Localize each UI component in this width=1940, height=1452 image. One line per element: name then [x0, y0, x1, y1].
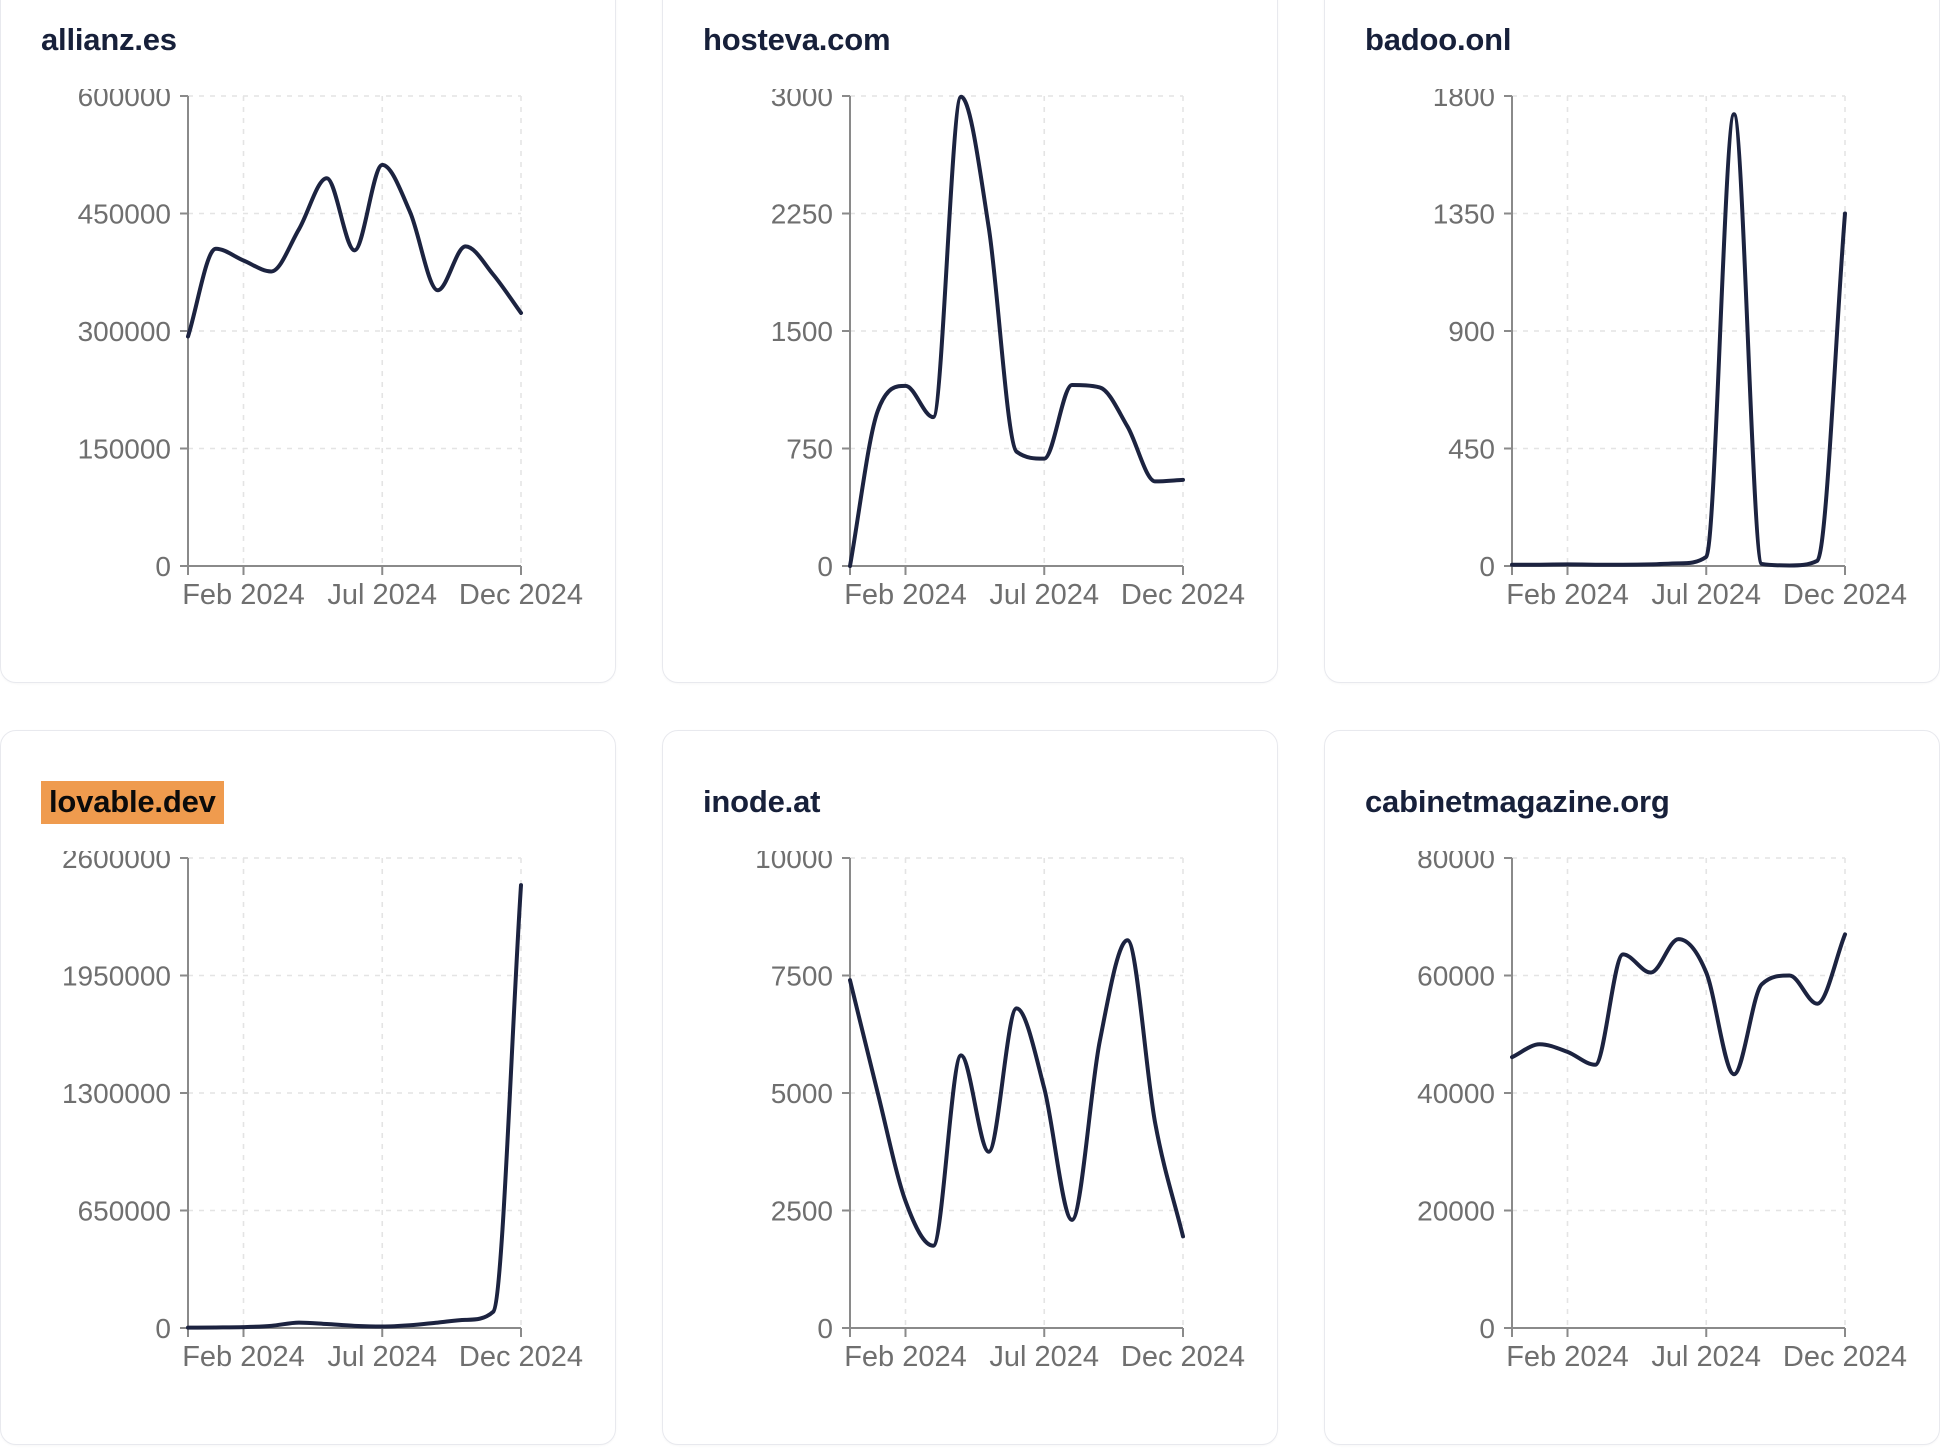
x-axis-tick-label: Jul 2024	[1651, 1341, 1761, 1373]
line-chart: 0 750 1500 2250 3000 Feb 2024 Jul 2024 Dec 2024	[771, 89, 1245, 611]
y-axis-tick-label: 450	[1448, 434, 1495, 465]
chart-title-text: badoo.onl	[1365, 22, 1512, 57]
line-chart: 0 450 900 1350 1800 Feb 2024 Jul 2024 Dec 2024	[1433, 89, 1907, 611]
domain-card[interactable]: badoo.onl 0 450 900 1350 1800 Feb 2024 Jul 202…	[1324, 0, 1940, 683]
domain-card[interactable]: inode.at 0 2500 5000 7500 10000 Feb 2024 Jul 2…	[662, 730, 1278, 1445]
x-axis-tick-label: Jul 2024	[327, 579, 437, 611]
domain-card[interactable]: allianz.es 0 150000 300000 450000 600000 Feb …	[0, 0, 616, 683]
x-axis-tick-label: Dec 2024	[1783, 1341, 1907, 1373]
x-axis-tick-label: Feb 2024	[182, 1341, 305, 1373]
y-axis-tick-label: 5000	[771, 1078, 833, 1109]
y-axis-tick-label: 450000	[78, 199, 171, 230]
y-axis-tick-label: 80000	[1417, 851, 1495, 874]
y-axis-tick-label: 2500	[771, 1196, 833, 1227]
y-axis-tick-label: 650000	[78, 1196, 171, 1227]
chart-title-text: lovable.dev	[41, 781, 224, 824]
series-line	[186, 883, 523, 1330]
x-axis-tick-label: Feb 2024	[844, 579, 967, 611]
y-axis-tick-label: 0	[1479, 1313, 1495, 1344]
y-axis-tick-label: 1500	[771, 316, 833, 347]
line-chart: 0 2500 5000 7500 10000 Feb 2024 Jul 2024 Dec 20…	[755, 851, 1245, 1373]
y-axis-tick-label: 20000	[1417, 1196, 1495, 1227]
line-chart: 0 150000 300000 450000 600000 Feb 2024 Jul 202…	[78, 89, 584, 611]
line-chart: 0 650000 1300000 1950000 2600000 Feb 2024 Jul …	[62, 851, 583, 1373]
y-axis-tick-label: 2600000	[62, 851, 171, 874]
chart-title-text: inode.at	[703, 784, 821, 819]
y-axis-tick-label: 7500	[771, 961, 833, 992]
y-axis-tick-label: 600000	[78, 89, 171, 112]
y-axis-tick-label: 0	[155, 551, 171, 582]
y-axis-tick-label: 300000	[78, 316, 171, 347]
x-axis-tick-label: Dec 2024	[459, 579, 583, 611]
domain-card[interactable]: hosteva.com 0 750 1500 2250 3000 Feb 2024 Jul …	[662, 0, 1278, 683]
x-axis-tick-label: Dec 2024	[459, 1341, 583, 1373]
x-axis-tick-label: Jul 2024	[989, 579, 1099, 611]
y-axis-tick-label: 1800	[1433, 89, 1495, 112]
y-axis-tick-label: 3000	[771, 89, 833, 112]
chart-title: lovable.dev	[41, 781, 585, 824]
domain-card[interactable]: lovable.dev 0 650000 1300000 1950000 2600000…	[0, 730, 616, 1445]
series-line	[1510, 932, 1847, 1077]
x-axis-tick-label: Dec 2024	[1783, 579, 1907, 611]
y-axis-tick-label: 0	[817, 551, 833, 582]
x-axis-tick-label: Jul 2024	[1651, 579, 1761, 611]
x-axis-tick-label: Feb 2024	[1506, 579, 1629, 611]
chart-title-text: cabinetmagazine.org	[1365, 784, 1670, 819]
y-axis-tick-label: 0	[817, 1313, 833, 1344]
chart-title-text: hosteva.com	[703, 22, 891, 57]
y-axis-tick-label: 10000	[755, 851, 833, 874]
chart-title: cabinetmagazine.org	[1365, 783, 1909, 821]
y-axis-tick-label: 1300000	[62, 1078, 171, 1109]
chart-title: inode.at	[703, 783, 1247, 821]
y-axis-tick-label: 0	[155, 1313, 171, 1344]
x-axis-tick-label: Feb 2024	[1506, 1341, 1629, 1373]
x-axis-tick-label: Feb 2024	[844, 1341, 967, 1373]
y-axis-tick-label: 60000	[1417, 961, 1495, 992]
series-line	[1510, 112, 1847, 568]
series-line	[186, 162, 523, 339]
x-axis-tick-label: Dec 2024	[1121, 1341, 1245, 1373]
x-axis-tick-label: Dec 2024	[1121, 579, 1245, 611]
series-line	[848, 938, 1185, 1248]
y-axis-tick-label: 150000	[78, 434, 171, 465]
series-line	[848, 94, 1185, 568]
x-axis-tick-label: Jul 2024	[989, 1341, 1099, 1373]
y-axis-tick-label: 1950000	[62, 961, 171, 992]
y-axis-tick-label: 900	[1448, 316, 1495, 347]
y-axis-tick-label: 40000	[1417, 1078, 1495, 1109]
chart-title: allianz.es	[41, 21, 585, 59]
y-axis-tick-label: 1350	[1433, 199, 1495, 230]
x-axis-tick-label: Feb 2024	[182, 579, 305, 611]
chart-title: badoo.onl	[1365, 21, 1909, 59]
chart-title-text: allianz.es	[41, 22, 177, 57]
y-axis-tick-label: 750	[786, 434, 833, 465]
x-axis-tick-label: Jul 2024	[327, 1341, 437, 1373]
line-chart: 0 20000 40000 60000 80000 Feb 2024 Jul 2024 Dec…	[1417, 851, 1907, 1373]
domain-card[interactable]: cabinetmagazine.org 0 20000 40000 60000 8000…	[1324, 730, 1940, 1445]
chart-title: hosteva.com	[703, 21, 1247, 59]
y-axis-tick-label: 2250	[771, 199, 833, 230]
y-axis-tick-label: 0	[1479, 551, 1495, 582]
